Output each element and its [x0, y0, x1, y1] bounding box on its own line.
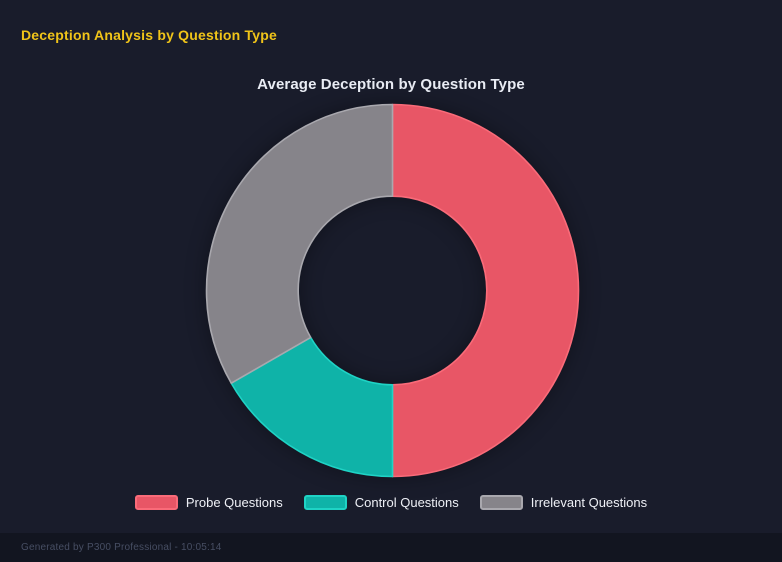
page-title: Deception Analysis by Question Type: [21, 27, 277, 43]
legend-label: Control Questions: [354, 495, 459, 510]
legend-item-irrelevant-questions[interactable]: Irrelevant Questions: [479, 495, 648, 510]
donut-segment-probe-questions[interactable]: [391, 103, 580, 478]
legend-item-control-questions[interactable]: Control Questions: [303, 495, 459, 510]
donut-chart-area: [205, 103, 580, 478]
chart-title: Average Deception by Question Type: [257, 76, 525, 93]
legend-label: Probe Questions: [185, 495, 283, 510]
legend-item-probe-questions[interactable]: Probe Questions: [134, 495, 283, 510]
legend-label: Irrelevant Questions: [530, 495, 648, 510]
footer: Generated by P300 Professional - 10:05:1…: [0, 533, 782, 562]
legend-swatch-control-questions: [303, 495, 347, 510]
donut-segment-control-questions[interactable]: [230, 336, 394, 478]
donut-chart[interactable]: [205, 103, 580, 478]
chart-legend: Probe Questions Control Questions Irreleva…: [0, 495, 782, 510]
legend-swatch-probe-questions: [134, 495, 178, 510]
donut-segment-irrelevant-questions[interactable]: [205, 103, 394, 384]
legend-swatch-irrelevant-questions: [479, 495, 523, 510]
footer-text: Generated by P300 Professional - 10:05:1…: [21, 542, 222, 553]
